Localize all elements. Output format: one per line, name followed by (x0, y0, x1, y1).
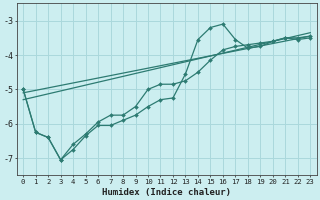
X-axis label: Humidex (Indice chaleur): Humidex (Indice chaleur) (102, 188, 231, 197)
